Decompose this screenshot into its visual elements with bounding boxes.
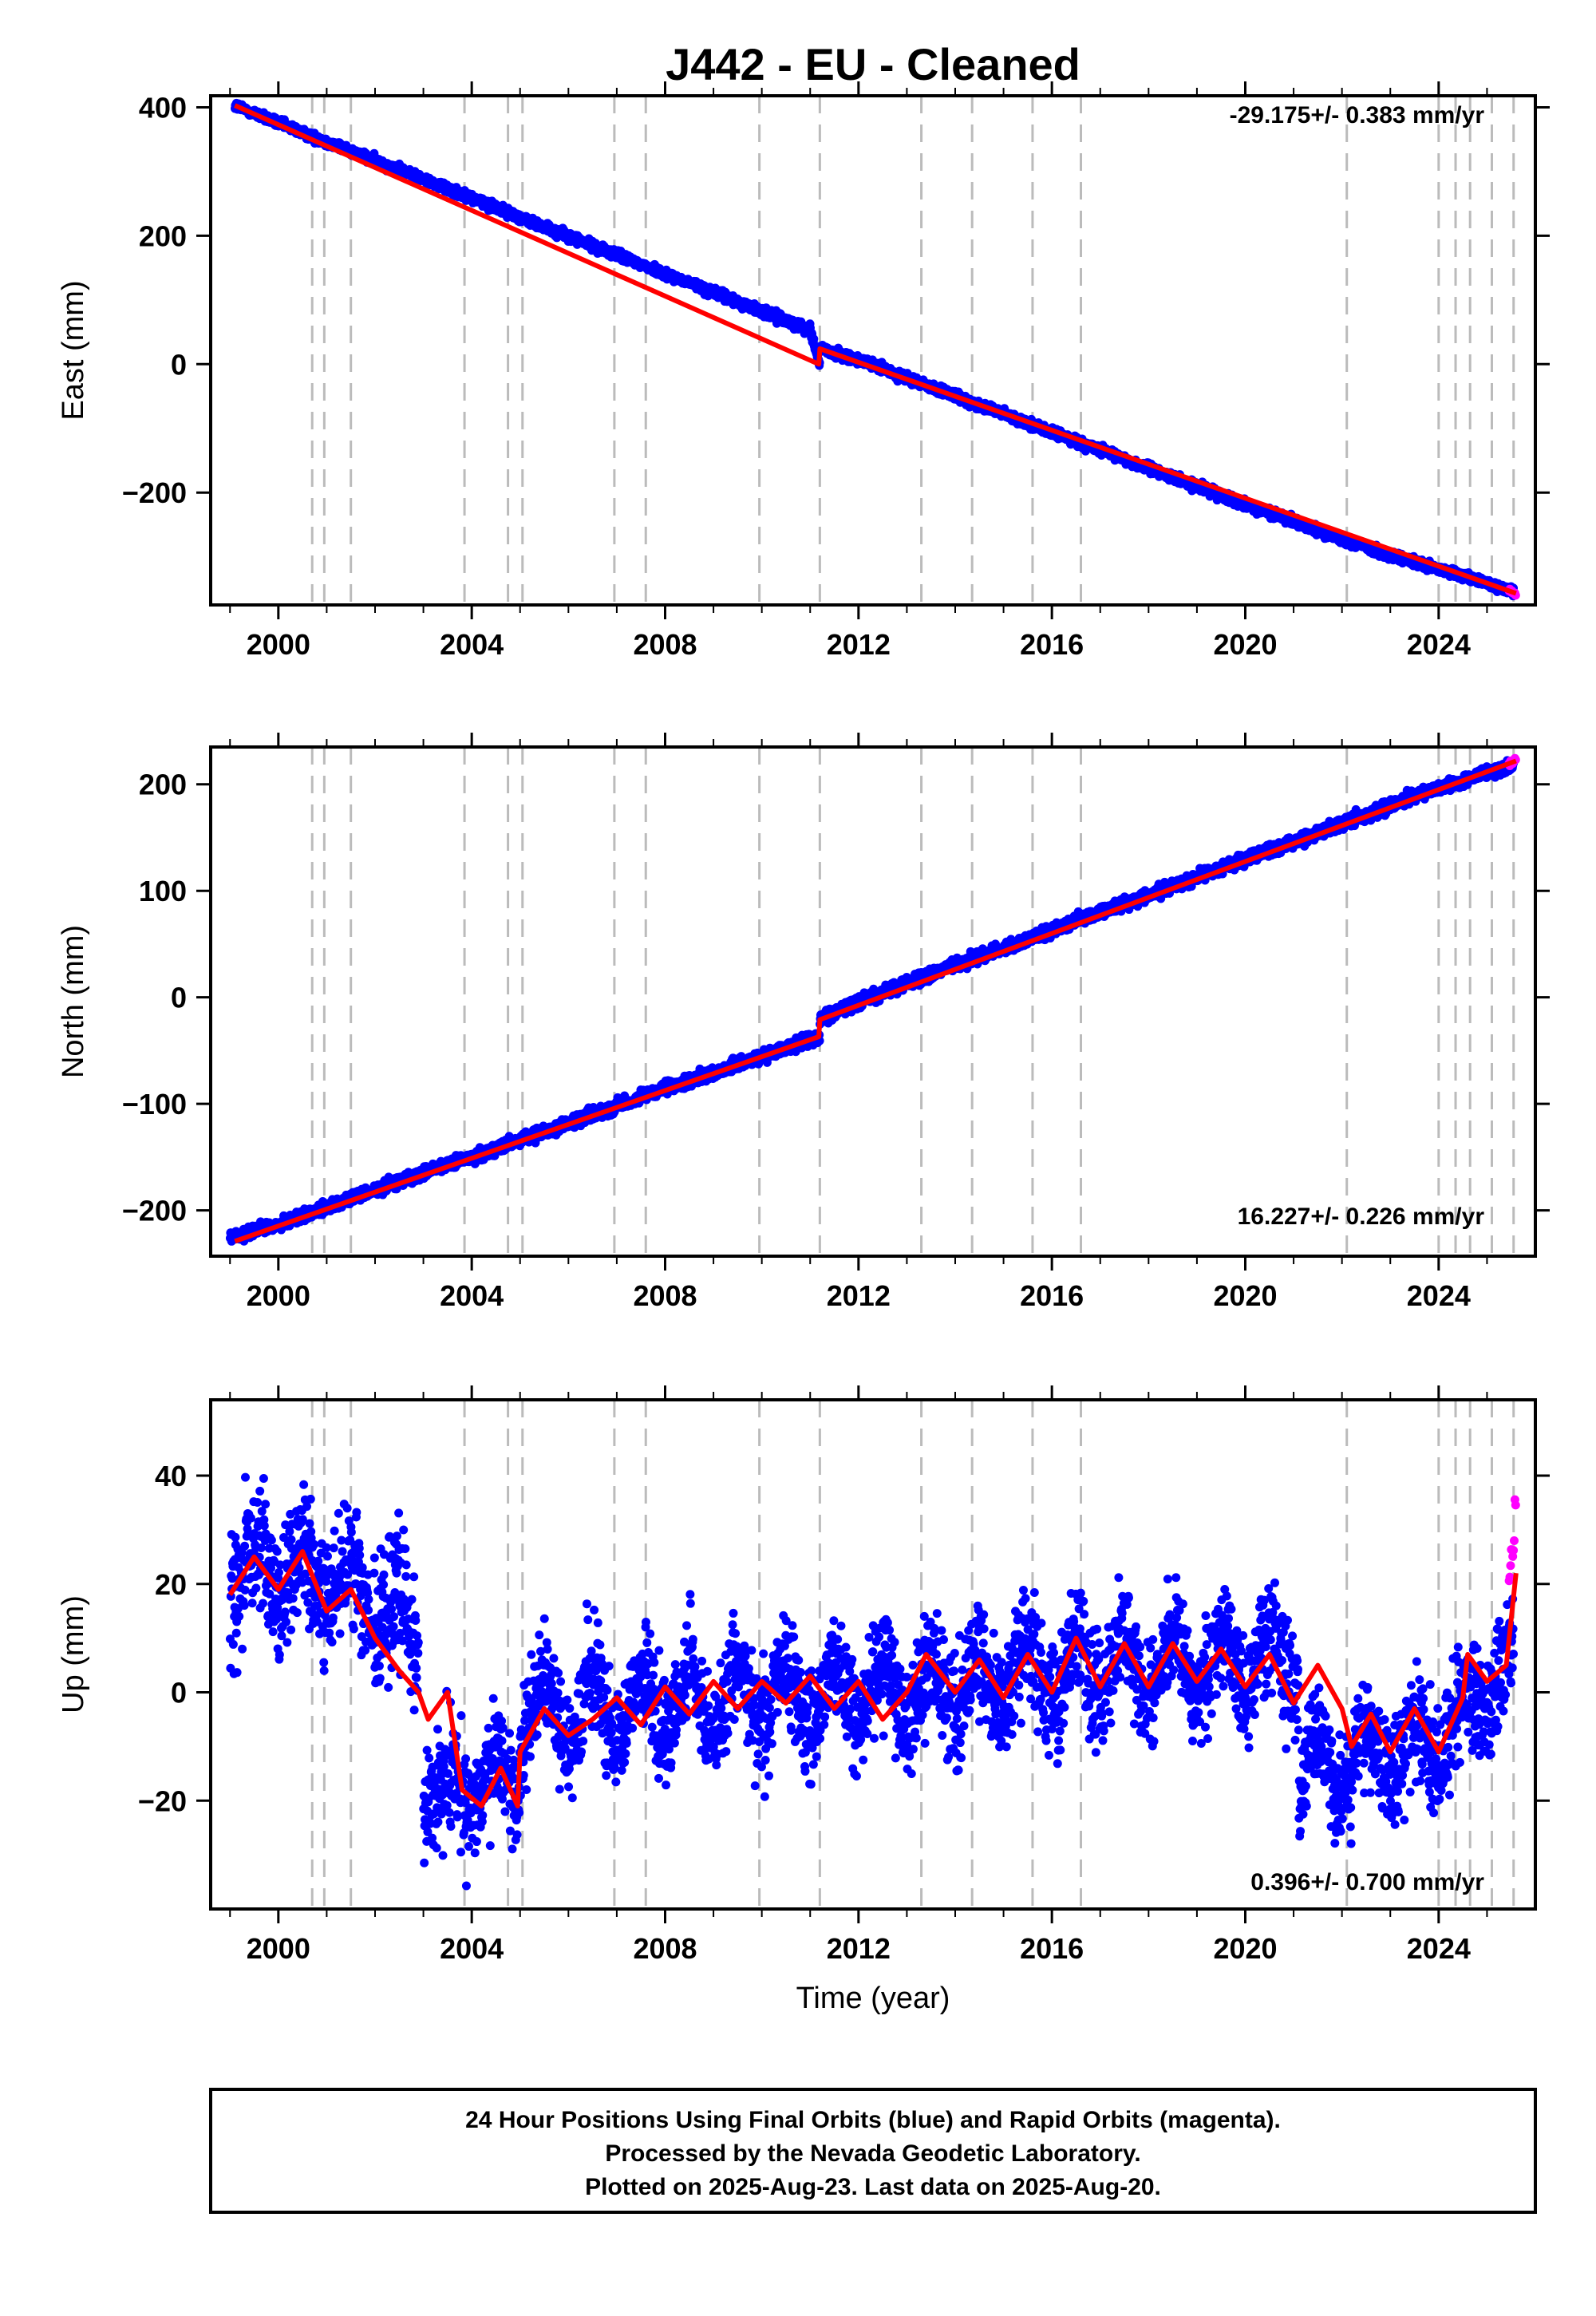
y-tick-label: 0 (171, 348, 187, 381)
final-orbit-point (809, 334, 819, 344)
x-tick-label: 2020 (1213, 628, 1277, 661)
x-tick-label: 2004 (440, 628, 504, 661)
x-tick-label: 2012 (827, 628, 891, 661)
north-panel: 2000 2004 2008 2012 2016 2020 20242001000−100−… (57, 733, 1550, 1312)
east-rate-label: -29.175+/- 0.383 mm/yr (1230, 102, 1485, 128)
y-tick-label: 200 (139, 219, 187, 252)
model-fit-line (234, 103, 1517, 596)
x-tick-label: 2000 (247, 628, 310, 661)
x-tick-label: 2008 (633, 628, 697, 661)
x-tick-label: 2024 (1407, 628, 1471, 661)
east-frame (209, 94, 1537, 607)
y-tick-label: −200 (122, 476, 187, 509)
y-tick-label: 400 (139, 91, 187, 124)
panels-group: 2000 2004 2008 2012 2016 2020 20244002000−200E… (57, 81, 1550, 2015)
east-panel: 2000 2004 2008 2012 2016 2020 20244002000−200E… (57, 81, 1550, 661)
x-tick-label: 2016 (1020, 628, 1084, 661)
east-axis-label: East (mm) (57, 280, 90, 420)
figure-title: J442 - EU - Cleaned (666, 39, 1080, 89)
east-plot-area (231, 98, 1520, 601)
north-plot-area (225, 753, 1520, 1246)
